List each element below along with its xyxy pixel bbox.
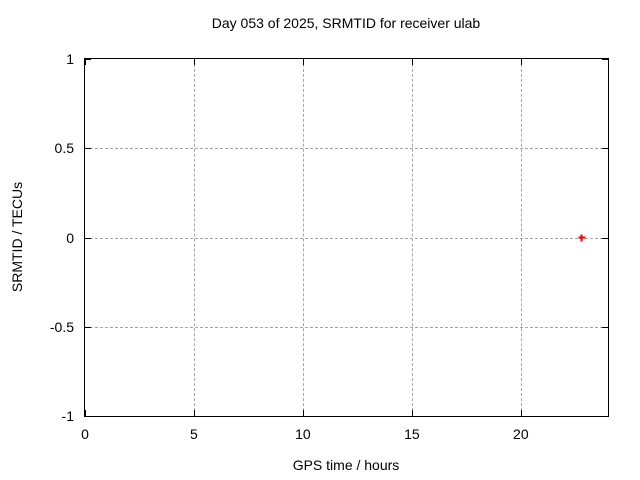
chart-title: Day 053 of 2025, SRMTID for receiver ula… [211,15,481,31]
x-tick-label: 20 [513,426,529,442]
y-gridline [85,237,608,239]
data-point-marker [578,234,586,241]
x-tick-top [520,59,522,65]
y-tick-label: -1 [61,408,74,424]
y-tick-left [85,326,91,328]
y-tick-right [602,237,608,239]
x-axis-label: GPS time / hours [292,457,400,473]
y-tick-label: 0 [66,229,74,246]
y-gridline [85,148,608,150]
y-tick-right [602,326,608,328]
x-tick-top [193,59,195,65]
y-gridline [85,326,608,328]
x-tick-bottom [85,410,86,416]
y-tick-label: 0.5 [54,140,74,157]
y-tick-right [602,59,608,60]
x-tick-label: 0 [81,426,89,442]
y-tick-right [602,148,608,150]
x-tick-top [411,59,413,65]
x-tick-bottom [302,410,304,416]
plot-area [84,58,609,417]
x-tick-top [85,59,86,65]
y-tick-left [85,59,91,60]
y-tick-left [85,416,91,417]
y-tick-label: 1 [66,51,74,67]
x-tick-top [302,59,304,65]
y-tick-right [602,416,608,417]
x-tick-label: 15 [404,426,420,442]
x-tick-label: 5 [190,426,198,442]
x-tick-label: 10 [295,426,311,442]
y-tick-left [85,148,91,150]
y-tick-left [85,237,91,239]
x-tick-bottom [520,410,522,416]
y-tick-label: -0.5 [49,318,74,335]
x-tick-bottom [411,410,413,416]
x-tick-bottom [193,410,195,416]
marker-vertical-bar [580,234,583,241]
